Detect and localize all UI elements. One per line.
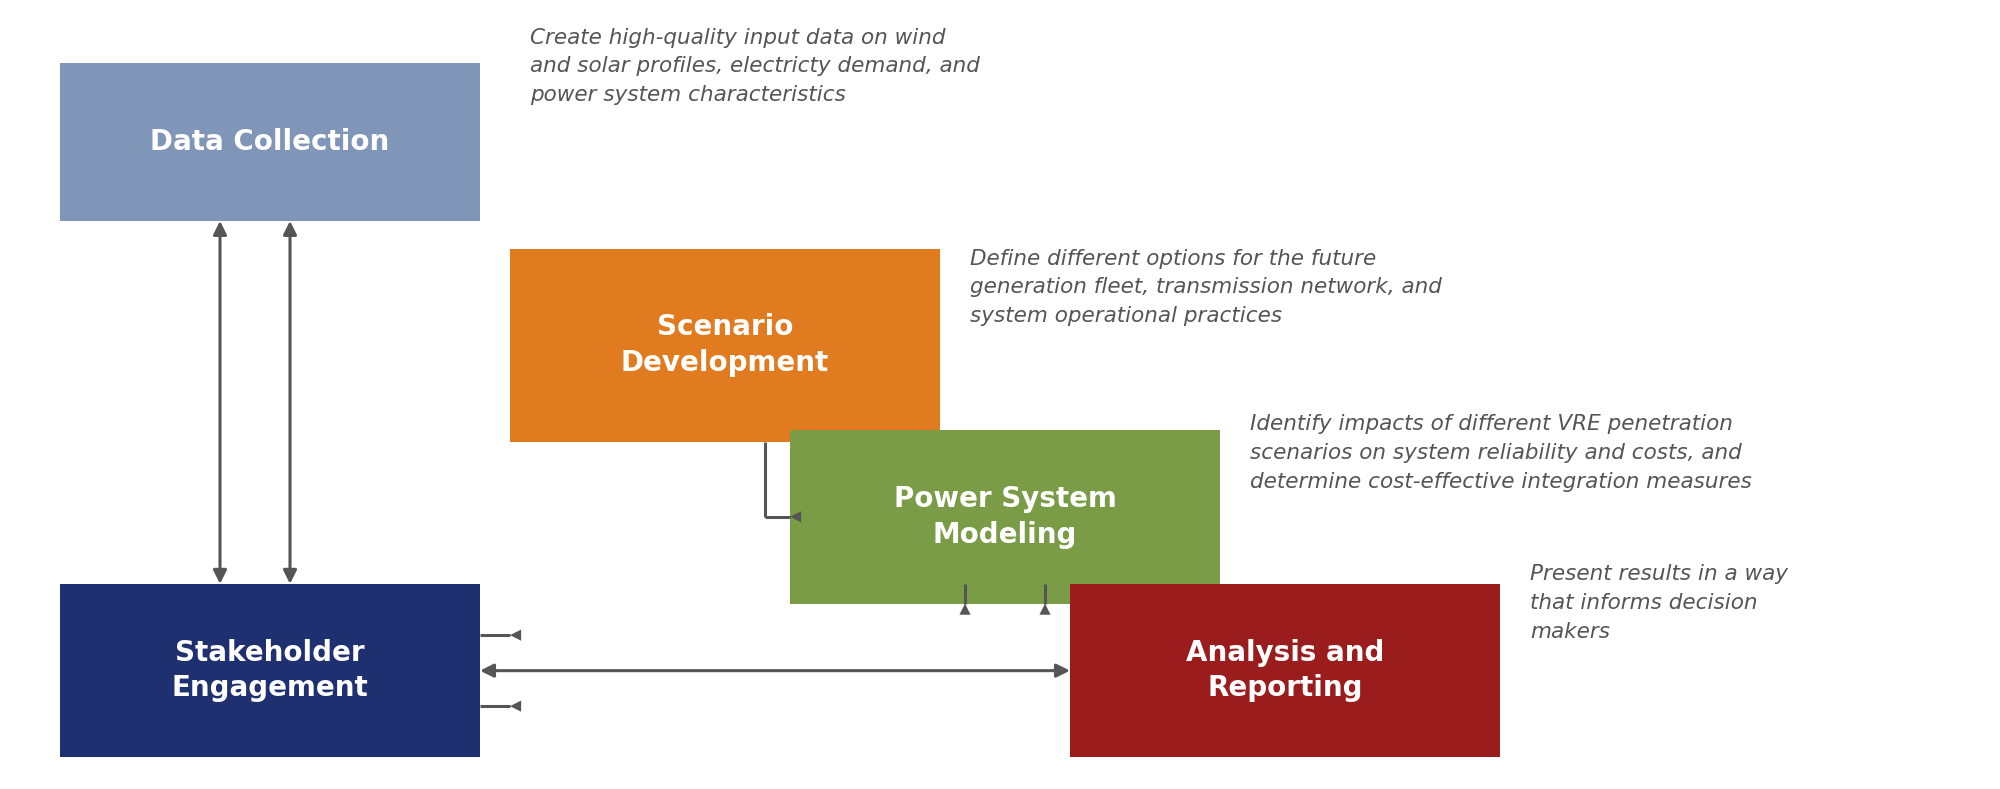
FancyBboxPatch shape (510, 249, 940, 442)
Text: Present results in a way
that informs decision
makers: Present results in a way that informs de… (1530, 564, 1788, 641)
Text: Data Collection: Data Collection (150, 128, 390, 156)
Text: Scenario
Development: Scenario Development (620, 313, 830, 377)
Text: Analysis and
Reporting: Analysis and Reporting (1186, 639, 1384, 702)
FancyBboxPatch shape (790, 430, 1220, 604)
FancyBboxPatch shape (60, 584, 480, 757)
Text: Create high-quality input data on wind
and solar profiles, electricty demand, an: Create high-quality input data on wind a… (530, 28, 980, 105)
Text: Define different options for the future
generation fleet, transmission network, : Define different options for the future … (970, 249, 1442, 326)
Text: Power System
Modeling: Power System Modeling (894, 485, 1116, 548)
FancyBboxPatch shape (1070, 584, 1500, 757)
FancyBboxPatch shape (60, 63, 480, 221)
Text: Identify impacts of different VRE penetration
scenarios on system reliability an: Identify impacts of different VRE penetr… (1250, 414, 1752, 492)
Text: Stakeholder
Engagement: Stakeholder Engagement (172, 639, 368, 702)
